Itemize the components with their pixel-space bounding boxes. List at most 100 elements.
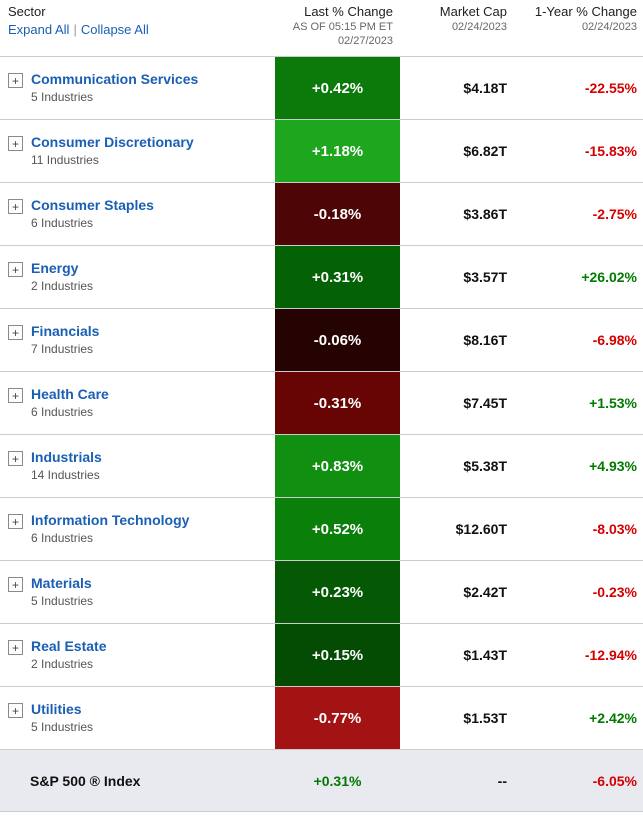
market-cap-value: $8.16T bbox=[463, 332, 507, 348]
last-change-cell[interactable]: +0.52% bbox=[275, 498, 400, 560]
year-change-value: +2.42% bbox=[589, 710, 637, 726]
sector-link[interactable]: Consumer Discretionary bbox=[31, 134, 194, 150]
market-cap-value: $2.42T bbox=[463, 584, 507, 600]
sector-link[interactable]: Utilities bbox=[31, 701, 82, 717]
sector-cell: + Financials 7 Industries bbox=[0, 309, 275, 371]
sector-row: + Communication Services 5 Industries +0… bbox=[0, 57, 643, 120]
industries-count: 7 Industries bbox=[31, 342, 94, 356]
market-cap-value: $1.53T bbox=[463, 710, 507, 726]
sector-link[interactable]: Materials bbox=[31, 575, 92, 591]
sector-link[interactable]: Financials bbox=[31, 323, 100, 339]
sector-link[interactable]: Communication Services bbox=[31, 71, 199, 87]
year-change-header-cell: 1-Year % Change 02/24/2023 bbox=[510, 0, 643, 56]
last-change-asof-text: AS OF 05:15 PM ET bbox=[292, 21, 393, 33]
year-change-value: +26.02% bbox=[581, 269, 637, 285]
sp500-index-label: S&P 500 ® Index bbox=[30, 772, 141, 789]
last-change-cell[interactable]: +1.18% bbox=[275, 120, 400, 182]
sector-link[interactable]: Health Care bbox=[31, 386, 109, 402]
market-cap-value: $3.86T bbox=[463, 206, 507, 222]
sector-header-cell: Sector Expand All | Collapse All bbox=[0, 0, 275, 56]
last-change-cell[interactable]: +0.42% bbox=[275, 57, 400, 119]
year-change-value: -8.03% bbox=[592, 521, 637, 537]
sector-cell: + Communication Services 5 Industries bbox=[0, 57, 275, 119]
market-cap-value: $12.60T bbox=[455, 521, 507, 537]
sector-cell: + Consumer Staples 6 Industries bbox=[0, 183, 275, 245]
sector-row: + Materials 5 Industries +0.23% $2.42T -… bbox=[0, 561, 643, 624]
sector-row: + Utilities 5 Industries -0.77% $1.53T +… bbox=[0, 687, 643, 750]
industries-count: 5 Industries bbox=[31, 720, 94, 734]
expand-icon[interactable]: + bbox=[8, 199, 23, 214]
expand-icon[interactable]: + bbox=[8, 703, 23, 718]
sector-row: + Financials 7 Industries -0.06% $8.16T … bbox=[0, 309, 643, 372]
sp500-summary-row: S&P 500 ® Index +0.31% -- -6.05% bbox=[0, 750, 643, 812]
sector-cell: + Real Estate 2 Industries bbox=[0, 624, 275, 686]
industries-count: 5 Industries bbox=[31, 90, 94, 104]
sector-row: + Consumer Discretionary 11 Industries +… bbox=[0, 120, 643, 183]
year-change-value: +4.93% bbox=[589, 458, 637, 474]
last-change-cell[interactable]: -0.18% bbox=[275, 183, 400, 245]
last-change-cell[interactable]: -0.77% bbox=[275, 687, 400, 749]
last-change-column-header: Last % Change bbox=[304, 4, 393, 19]
industries-count: 14 Industries bbox=[31, 468, 100, 482]
industries-count: 2 Industries bbox=[31, 279, 94, 293]
expand-icon[interactable]: + bbox=[8, 451, 23, 466]
expand-icon[interactable]: + bbox=[8, 514, 23, 529]
last-change-cell[interactable]: -0.31% bbox=[275, 372, 400, 434]
sp500-year-change: -6.05% bbox=[592, 772, 637, 789]
expand-icon[interactable]: + bbox=[8, 640, 23, 655]
sector-column-header: Sector bbox=[8, 4, 46, 19]
year-change-value: -0.23% bbox=[592, 584, 637, 600]
sector-row: + Information Technology 6 Industries +0… bbox=[0, 498, 643, 561]
sector-link[interactable]: Energy bbox=[31, 260, 79, 276]
year-change-value: +1.53% bbox=[589, 395, 637, 411]
table-header: Sector Expand All | Collapse All Last % Ch… bbox=[0, 0, 643, 57]
last-change-cell[interactable]: -0.06% bbox=[275, 309, 400, 371]
expand-collapse-links: Expand All | Collapse All bbox=[8, 22, 275, 37]
industries-count: 2 Industries bbox=[31, 657, 94, 671]
market-cap-column-header: Market Cap bbox=[439, 4, 507, 19]
year-change-value: -22.55% bbox=[584, 80, 637, 96]
sp500-last-change: +0.31% bbox=[313, 772, 362, 789]
expand-icon[interactable]: + bbox=[8, 73, 23, 88]
market-cap-value: $3.57T bbox=[463, 269, 507, 285]
last-change-cell[interactable]: +0.15% bbox=[275, 624, 400, 686]
year-change-value: -6.98% bbox=[592, 332, 637, 348]
expand-icon[interactable]: + bbox=[8, 325, 23, 340]
last-change-header-cell: Last % Change AS OF 05:15 PM ET 02/27/20… bbox=[275, 0, 400, 56]
market-cap-value: $1.43T bbox=[463, 647, 507, 663]
year-change-value: -2.75% bbox=[592, 206, 637, 222]
last-change-cell[interactable]: +0.31% bbox=[275, 246, 400, 308]
last-change-cell[interactable]: +0.23% bbox=[275, 561, 400, 623]
sector-link[interactable]: Industrials bbox=[31, 449, 102, 465]
sector-row: + Consumer Staples 6 Industries -0.18% $… bbox=[0, 183, 643, 246]
sector-link[interactable]: Real Estate bbox=[31, 638, 107, 654]
sector-cell: + Health Care 6 Industries bbox=[0, 372, 275, 434]
collapse-all-link[interactable]: Collapse All bbox=[80, 22, 149, 37]
sector-row: + Energy 2 Industries +0.31% $3.57T +26.… bbox=[0, 246, 643, 309]
industries-count: 6 Industries bbox=[31, 216, 94, 230]
sector-link[interactable]: Consumer Staples bbox=[31, 197, 154, 213]
last-change-cell[interactable]: +0.83% bbox=[275, 435, 400, 497]
sector-row: + Real Estate 2 Industries +0.15% $1.43T… bbox=[0, 624, 643, 687]
sp500-market-cap: -- bbox=[497, 772, 507, 789]
sector-cell: + Utilities 5 Industries bbox=[0, 687, 275, 749]
industries-count: 6 Industries bbox=[31, 531, 94, 545]
expand-all-link[interactable]: Expand All bbox=[8, 22, 70, 37]
expand-icon[interactable]: + bbox=[8, 262, 23, 277]
industries-count: 11 Industries bbox=[31, 153, 99, 167]
industries-count: 5 Industries bbox=[31, 594, 94, 608]
sector-cell: + Industrials 14 Industries bbox=[0, 435, 275, 497]
sector-cell: + Information Technology 6 Industries bbox=[0, 498, 275, 560]
sector-link[interactable]: Information Technology bbox=[31, 512, 190, 528]
last-change-date: 02/27/2023 bbox=[337, 35, 393, 47]
year-change-date: 02/24/2023 bbox=[581, 21, 637, 33]
expand-icon[interactable]: + bbox=[8, 577, 23, 592]
expand-icon[interactable]: + bbox=[8, 136, 23, 151]
expand-icon[interactable]: + bbox=[8, 388, 23, 403]
market-cap-date: 02/24/2023 bbox=[451, 21, 507, 33]
market-cap-value: $4.18T bbox=[463, 80, 507, 96]
sector-cell: + Materials 5 Industries bbox=[0, 561, 275, 623]
sector-cell: + Energy 2 Industries bbox=[0, 246, 275, 308]
market-cap-value: $7.45T bbox=[463, 395, 507, 411]
